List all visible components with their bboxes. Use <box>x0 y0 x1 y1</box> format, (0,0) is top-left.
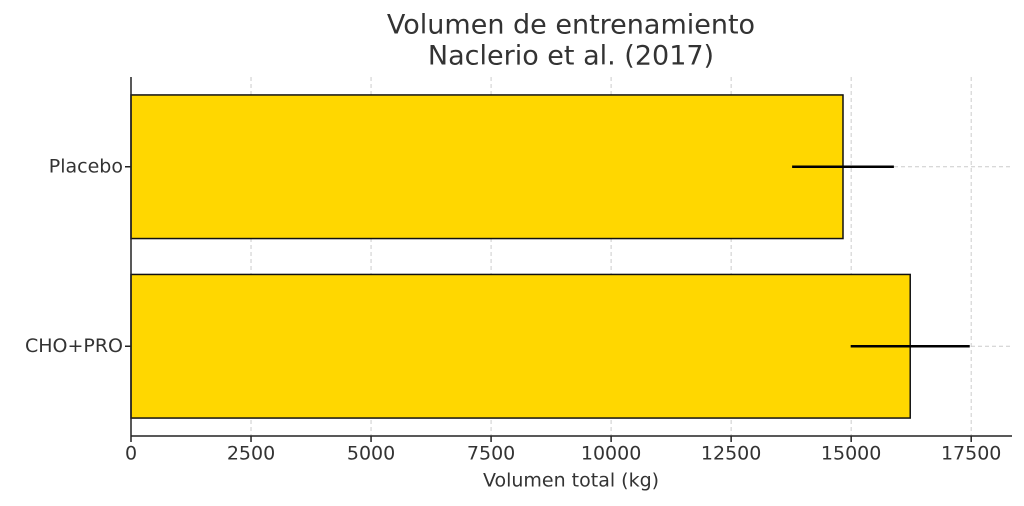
bar <box>130 273 911 419</box>
y-tick-label: CHO+PRO <box>25 335 123 357</box>
x-tick-label: 0 <box>125 443 137 465</box>
x-tick-label: 17500 <box>941 443 1001 465</box>
bar <box>130 94 844 240</box>
x-axis-label: Volumen total (kg) <box>483 470 659 492</box>
x-tick-label: 12500 <box>701 443 761 465</box>
chart-title: Volumen de entrenamiento <box>387 10 755 41</box>
chart-title: Naclerio et al. (2017) <box>428 41 714 72</box>
x-tick-label: 5000 <box>347 443 395 465</box>
x-tick-label: 10000 <box>581 443 641 465</box>
x-tick-label: 2500 <box>227 443 275 465</box>
x-tick-label: 15000 <box>821 443 881 465</box>
x-tick-label: 7500 <box>467 443 515 465</box>
y-tick-label: Placebo <box>49 155 123 177</box>
